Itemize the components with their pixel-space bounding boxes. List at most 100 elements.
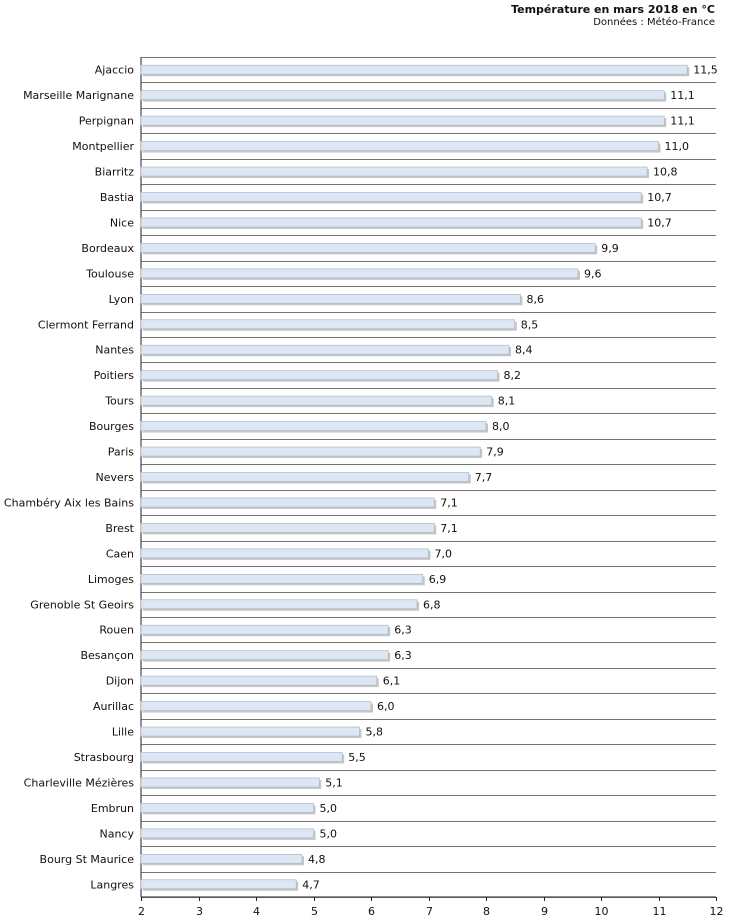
x-tick-label: 6 [368, 905, 375, 918]
value-label: 9,6 [584, 267, 602, 280]
bar [140, 803, 314, 813]
value-label: 8,6 [527, 293, 545, 306]
bar [140, 853, 303, 864]
bar [140, 293, 521, 304]
value-label: 7,7 [475, 471, 493, 484]
bar [140, 599, 418, 610]
bar [140, 650, 389, 661]
value-label: 8,2 [504, 369, 522, 382]
value-label: 5,1 [325, 776, 343, 789]
x-tick-label: 10 [595, 905, 609, 918]
category-label: Lyon [109, 293, 134, 306]
category-label: Nevers [95, 471, 134, 484]
value-label: 6,1 [383, 675, 401, 688]
category-label: Perpignan [79, 115, 134, 128]
value-label: 10,8 [653, 166, 678, 179]
x-tick-label: 4 [253, 905, 260, 918]
category-label: Ajaccio [95, 64, 134, 77]
category-label: Langres [90, 878, 134, 891]
category-label: Lille [112, 726, 134, 739]
value-label: 8,5 [521, 318, 539, 331]
category-label: Grenoble St Geoirs [30, 598, 134, 611]
bar [140, 166, 648, 177]
value-label: 11,0 [665, 140, 690, 153]
bar [140, 548, 429, 559]
bar [140, 268, 579, 279]
value-label: 10,7 [647, 216, 672, 229]
category-label: Caen [106, 547, 134, 560]
category-label: Bourges [89, 420, 134, 433]
grid-lines [141, 57, 716, 898]
bar [140, 675, 378, 686]
category-label: Bastia [100, 191, 134, 204]
bar [140, 879, 297, 890]
value-label: 6,3 [394, 624, 412, 637]
category-label: Dijon [106, 675, 134, 688]
bar [140, 446, 481, 457]
chart-subtitle: Données : Météo-France [593, 17, 715, 28]
category-label: Clermont Ferrand [38, 318, 134, 331]
category-label: Poitiers [94, 369, 135, 382]
value-label: 7,1 [440, 522, 458, 535]
x-tick-label: 5 [311, 905, 318, 918]
bar [140, 573, 424, 584]
category-label: Paris [108, 446, 134, 459]
bar [140, 701, 372, 711]
value-label: 6,3 [394, 649, 412, 662]
category-label: Brest [105, 522, 134, 535]
category-label: Rouen [99, 624, 134, 637]
bar [140, 64, 688, 75]
bar [140, 472, 470, 482]
category-label: Limoges [88, 573, 134, 586]
value-label: 5,0 [320, 802, 338, 815]
category-label: Nancy [100, 827, 135, 840]
bar [140, 319, 516, 330]
category-label: Marseille Marignane [23, 89, 134, 102]
bar [140, 90, 665, 101]
category-label: Montpellier [72, 140, 134, 153]
value-label: 6,8 [423, 598, 441, 611]
category-label: Biarritz [95, 166, 135, 179]
value-label: 4,7 [302, 878, 320, 891]
value-label: 8,4 [515, 344, 533, 357]
bar [140, 344, 510, 355]
x-tick-label: 2 [138, 905, 145, 918]
x-tick-label: 9 [541, 905, 548, 918]
value-labels: 11,5 11,1 11,1 11,0 10,8 10,7 10,7 9,9 9,6 8,6 8,5… [302, 64, 718, 892]
chart-title: Température en mars 2018 en °C [511, 3, 715, 16]
x-tick-label: 3 [196, 905, 203, 918]
value-label: 7,9 [486, 446, 504, 459]
x-tick-label: 11 [653, 905, 667, 918]
category-label: Tours [104, 395, 134, 408]
category-label: Bordeaux [81, 242, 134, 255]
value-label: 10,7 [647, 191, 672, 204]
bars [140, 64, 690, 891]
category-label: Strasbourg [74, 751, 134, 764]
category-label: Charleville Mézières [24, 776, 135, 789]
value-label: 11,5 [693, 64, 718, 77]
bar [140, 370, 498, 381]
value-label: 11,1 [670, 115, 695, 128]
x-tick-label: 8 [483, 905, 490, 918]
bar [140, 523, 435, 533]
value-label: 11,1 [670, 89, 695, 102]
bar [140, 141, 659, 151]
value-label: 5,0 [320, 827, 338, 840]
value-label: 7,0 [435, 547, 453, 560]
category-label: Embrun [91, 802, 134, 815]
category-label: Besançon [80, 649, 134, 662]
x-tick-label: 7 [426, 905, 433, 918]
value-label: 5,5 [348, 751, 366, 764]
category-label: Toulouse [85, 267, 134, 280]
x-tick-label: 12 [710, 905, 724, 918]
category-labels: Ajaccio Marseille Marignane Perpignan Montp… [4, 64, 135, 892]
value-label: 5,8 [366, 726, 384, 739]
value-label: 8,1 [498, 395, 516, 408]
value-label: 8,0 [492, 420, 510, 433]
bar [140, 497, 435, 508]
bar [140, 421, 487, 431]
value-label: 9,9 [601, 242, 619, 255]
value-label: 6,9 [429, 573, 447, 586]
bar [140, 828, 314, 839]
